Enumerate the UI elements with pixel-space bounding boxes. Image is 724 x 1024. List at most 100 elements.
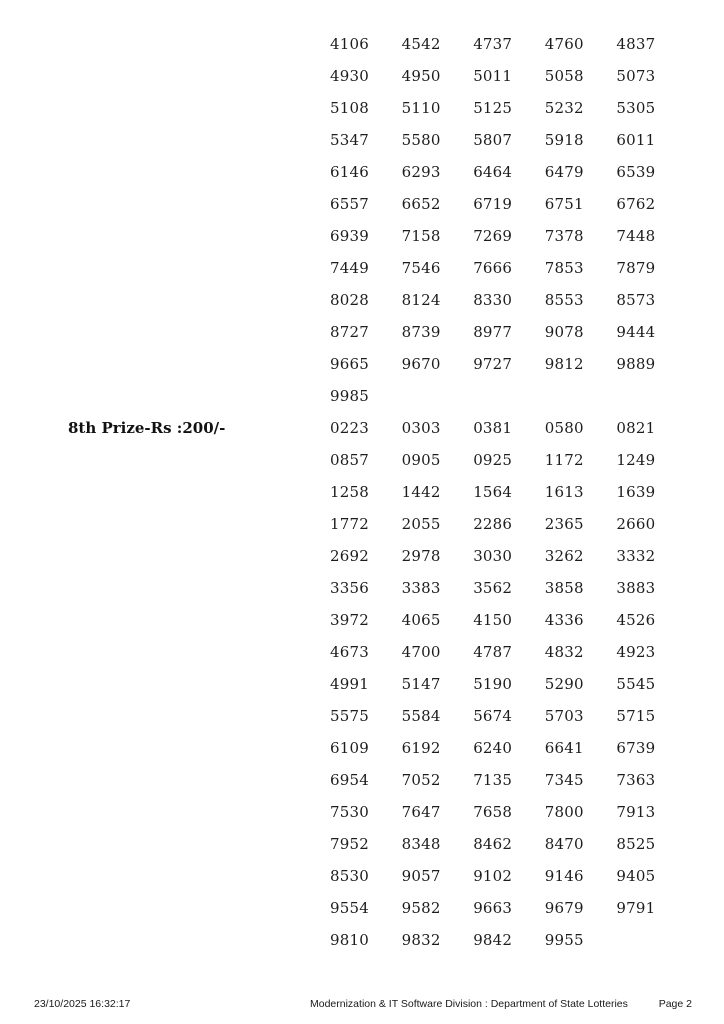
prize-number: 3883 [616,579,656,597]
prize-number: 6939 [330,227,369,245]
number-row: 8530 9057 9102 9146 9405 [0,860,724,892]
prize-number: 9889 [616,355,656,373]
prize-number: 7449 [330,259,369,277]
prize-number: 7158 [401,227,441,245]
prize-number: 6011 [616,131,656,149]
prize-number: 7913 [616,803,656,821]
prize-number: 7879 [616,259,656,277]
prize-number: 2286 [473,515,513,533]
prize-number: 6719 [473,195,513,213]
prize-number: 2692 [330,547,369,565]
prize-number: 8525 [616,835,656,853]
prize-number: 3332 [616,547,656,565]
prize-number: 0905 [401,451,441,469]
number-row: 6954 7052 7135 7345 7363 [0,764,724,796]
prize-number: 5110 [401,99,441,117]
prize-number: 7363 [616,771,656,789]
prize-number: 6464 [473,163,513,181]
number-row: 8th Prize-Rs :200/- 0223 0303 0381 0580 0821 [0,412,724,444]
prize-number: 9812 [544,355,584,373]
number-row: 5108 5110 5125 5232 5305 [0,92,724,124]
prize-number: 4737 [473,35,513,53]
prize-number: 8739 [401,323,441,341]
prize-number: 4837 [616,35,656,53]
prize-number: 6240 [473,739,513,757]
prize-number: 1442 [401,483,441,501]
prize-number: 1172 [544,451,584,469]
number-row: 9665 9670 9727 9812 9889 [0,348,724,380]
prize-number: 6652 [401,195,441,213]
number-row: 3356 3383 3562 3858 3883 [0,572,724,604]
prize-number: 4950 [401,67,441,85]
prize-number: 4526 [616,611,656,629]
prize-number: 6739 [616,739,656,757]
prize-number: 5305 [616,99,656,117]
prize-number: 7647 [401,803,441,821]
number-row: 2692 2978 3030 3262 3332 [0,540,724,572]
prize-number: 3562 [473,579,513,597]
prize-number: 5011 [473,67,513,85]
number-row: 4991 5147 5190 5290 5545 [0,668,724,700]
prize-number: 3858 [544,579,584,597]
prize-number: 2978 [401,547,441,565]
prize-number: 4336 [544,611,584,629]
prize-number: 3356 [330,579,369,597]
prize-number: 9582 [401,899,441,917]
prize-number: 5190 [473,675,513,693]
number-row: 1772 2055 2286 2365 2660 [0,508,724,540]
prize-number: 4106 [330,35,369,53]
prize-number: 9810 [330,931,369,949]
prize-number: 1564 [473,483,513,501]
prize-number: 5703 [544,707,584,725]
prize-number: 3030 [473,547,513,565]
prize-number: 9663 [473,899,513,917]
number-row: 7952 8348 8462 8470 8525 [0,828,724,860]
prize-number: 8462 [473,835,513,853]
number-row: 7530 7647 7658 7800 7913 [0,796,724,828]
prize-number: 4760 [544,35,584,53]
number-row: 6939 7158 7269 7378 7448 [0,220,724,252]
prize-number: 5715 [616,707,656,725]
prize-tier-label: 8th Prize-Rs :200/- [68,419,226,437]
prize-number: 0223 [330,419,369,437]
prize-number: 7135 [473,771,513,789]
number-row: 4106 4542 4737 4760 4837 [0,28,724,60]
prize-number: 5575 [330,707,369,725]
page-footer: 23/10/2025 16:32:17 Modernization & IT S… [0,998,724,1012]
number-row: 9810 9832 9842 9955 [0,924,724,956]
prize-number: 5125 [473,99,513,117]
prize-number: 0857 [330,451,369,469]
prize-number: 8028 [330,291,369,309]
prize-number: 5807 [473,131,513,149]
prize-number: 5058 [544,67,584,85]
prize-number: 4700 [401,643,441,661]
prize-number: 9679 [544,899,584,917]
prize-number: 1249 [616,451,656,469]
number-row: 4673 4700 4787 4832 4923 [0,636,724,668]
prize-number: 7952 [330,835,369,853]
number-row: 6146 6293 6464 6479 6539 [0,156,724,188]
prize-number: 6641 [544,739,584,757]
number-row: 4930 4950 5011 5058 5073 [0,60,724,92]
prize-number: 1639 [616,483,656,501]
number-row: 1258 1442 1564 1613 1639 [0,476,724,508]
number-row: 7449 7546 7666 7853 7879 [0,252,724,284]
prize-number-grid: 4106 4542 4737 4760 4837 4930 4950 5011 5058 5073… [0,28,724,956]
number-row: 0857 0905 0925 1172 1249 [0,444,724,476]
prize-number: 9955 [544,931,584,949]
prize-number: 6479 [544,163,584,181]
prize-number: 1258 [330,483,369,501]
prize-number: 2055 [401,515,441,533]
prize-number: 6751 [544,195,584,213]
prize-number: 9078 [544,323,584,341]
prize-number: 5918 [544,131,584,149]
prize-number: 7666 [473,259,513,277]
prize-number: 5232 [544,99,584,117]
prize-number: 2660 [616,515,656,533]
prize-number: 4787 [473,643,513,661]
number-row: 3972 4065 4150 4336 4526 [0,604,724,636]
prize-number: 5147 [401,675,441,693]
prize-number: 9842 [473,931,513,949]
prize-number: 5290 [544,675,584,693]
prize-number: 7378 [544,227,584,245]
